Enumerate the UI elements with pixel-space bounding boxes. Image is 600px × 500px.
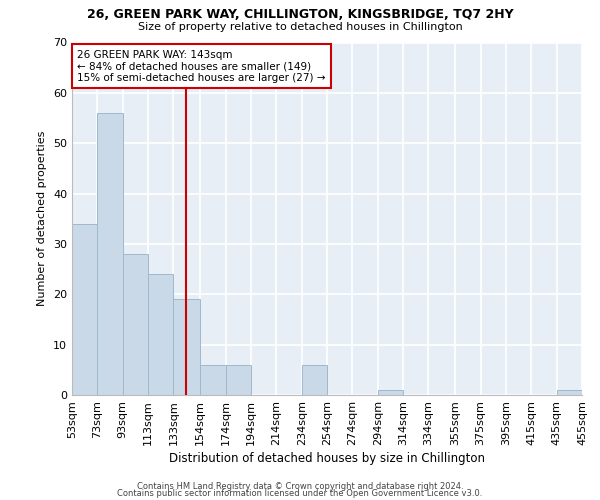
Y-axis label: Number of detached properties: Number of detached properties <box>37 131 47 306</box>
Text: Contains HM Land Registry data © Crown copyright and database right 2024.: Contains HM Land Registry data © Crown c… <box>137 482 463 491</box>
Text: 26 GREEN PARK WAY: 143sqm
← 84% of detached houses are smaller (149)
15% of semi: 26 GREEN PARK WAY: 143sqm ← 84% of detac… <box>77 50 326 82</box>
Bar <box>200 365 226 395</box>
Bar <box>173 300 200 395</box>
Bar <box>72 224 97 395</box>
Text: Size of property relative to detached houses in Chillington: Size of property relative to detached ho… <box>137 22 463 32</box>
Bar <box>123 254 148 395</box>
Bar <box>226 365 251 395</box>
Bar <box>302 365 327 395</box>
X-axis label: Distribution of detached houses by size in Chillington: Distribution of detached houses by size … <box>169 452 485 465</box>
Bar <box>97 113 123 395</box>
Bar <box>557 390 582 395</box>
Text: Contains public sector information licensed under the Open Government Licence v3: Contains public sector information licen… <box>118 490 482 498</box>
Bar <box>378 390 403 395</box>
Bar <box>148 274 173 395</box>
Text: 26, GREEN PARK WAY, CHILLINGTON, KINGSBRIDGE, TQ7 2HY: 26, GREEN PARK WAY, CHILLINGTON, KINGSBR… <box>86 8 514 20</box>
